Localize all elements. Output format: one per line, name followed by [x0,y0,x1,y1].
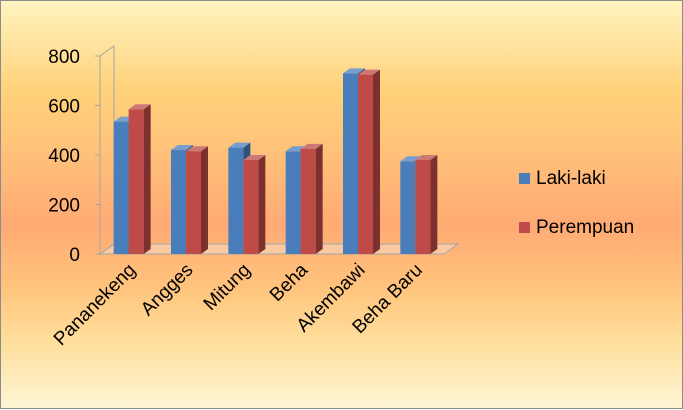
bar-side [430,154,438,254]
bar-front [171,150,186,254]
x-category-label: Mitung [200,260,255,315]
bar-front [343,73,358,254]
bar-front [358,74,373,254]
bar-perempuan-2 [243,154,266,254]
bar-top [186,146,208,152]
bar-front [228,147,244,254]
bar-perempuan-5 [415,154,438,254]
bar-top [358,69,380,75]
bar-side [373,69,380,254]
bar-top [343,68,365,74]
bar-perempuan-0 [128,104,151,255]
y-tick-label: 0 [69,245,80,266]
bar-top [415,154,438,160]
bar-top [128,104,151,110]
y-tick-label: 400 [48,146,80,167]
bar-top [228,142,251,148]
bar-perempuan-1 [186,146,208,254]
bar-front [400,161,416,254]
bar-top [300,143,323,149]
bar-perempuan-4 [358,69,380,254]
legend-label: Perempuan [536,217,634,238]
bar-side [143,104,151,255]
legend: Laki-laki Perempuan [519,168,634,238]
legend-swatch [519,222,530,233]
bar-front [113,121,129,255]
y-tick-label: 200 [48,196,80,217]
bar-front [128,109,144,255]
bar-side [315,143,323,254]
bar-front [186,151,201,254]
bar-front [300,148,316,254]
x-category-label: Pananekeng [50,260,140,350]
bar-front [243,159,259,254]
x-category-label: Angges [137,260,197,320]
bar-perempuan-3 [300,143,323,254]
bar-front [285,151,301,254]
bar-top [171,145,193,151]
y-tick-label: 800 [48,47,80,68]
bar-front [415,159,431,254]
bar-top [243,154,266,160]
back-wall [99,45,115,255]
bar-side [201,146,208,254]
x-category-label: Beha [266,259,313,306]
legend-swatch [519,173,530,184]
legend-label: Laki-laki [536,168,606,189]
y-tick-label: 600 [48,97,80,118]
bar-side [258,154,266,254]
